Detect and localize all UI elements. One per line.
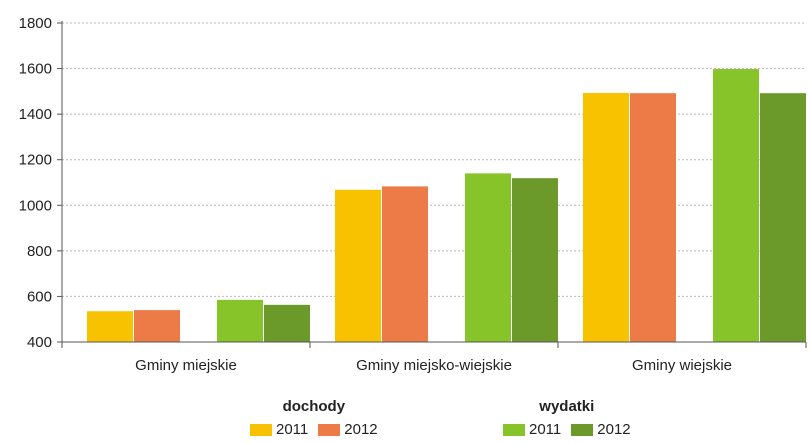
bar-dochody-2011-1 <box>335 189 381 342</box>
bar-wydatki-2011-1 <box>465 173 511 342</box>
legend-swatch-dochody-2011 <box>250 423 272 436</box>
y-tick-label: 1600 <box>19 61 52 78</box>
bar-dochody-2011-2 <box>583 92 629 342</box>
bars <box>87 69 806 343</box>
legend-item-dochody-2011: 2011 <box>250 421 308 438</box>
bar-wydatki-2011-2 <box>713 69 759 342</box>
bar-wydatki-2012-2 <box>760 93 806 343</box>
bar-dochody-2012-1 <box>382 186 428 342</box>
legend-item-wydatki-2011: 2011 <box>503 421 561 438</box>
category-labels: Gminy miejskie Gminy miejsko-wiejskie Gmin… <box>135 357 732 374</box>
category-label: Gminy miejsko-wiejskie <box>356 357 512 374</box>
legend-label-wydatki-2011: 2011 <box>529 421 562 438</box>
legend-swatch-dochody-2012 <box>318 423 341 436</box>
legend-wydatki: wydatki 2011 2012 <box>503 398 631 438</box>
category-label: Gminy wiejskie <box>632 357 732 374</box>
category-label: Gminy miejskie <box>135 357 237 374</box>
bar-dochody-2011-0 <box>87 311 133 342</box>
bar-wydatki-2012-0 <box>264 304 310 342</box>
y-tick-label: 600 <box>27 288 52 305</box>
y-tick-label: 1200 <box>19 152 52 169</box>
bar-wydatki-2012-1 <box>512 178 558 342</box>
bar-dochody-2012-2 <box>630 93 676 343</box>
legend-item-wydatki-2012: 2012 <box>571 421 631 438</box>
axes <box>57 21 807 348</box>
legend-item-dochody-2012: 2012 <box>318 421 378 438</box>
legend-dochody-title: dochody <box>282 398 346 415</box>
legend-dochody: dochody 2011 2012 <box>250 398 378 438</box>
y-tick-label: 1000 <box>19 197 52 214</box>
y-tick-label: 1800 <box>19 15 52 32</box>
y-axis-tick-labels: 400 600 800 1000 1200 1400 1600 1800 <box>19 15 52 351</box>
legend-label-dochody-2011: 2011 <box>276 421 309 438</box>
y-tick-label: 1400 <box>19 106 52 123</box>
gridlines <box>62 22 806 297</box>
y-tick-label: 400 <box>27 334 52 351</box>
y-tick-label: 800 <box>27 243 52 260</box>
bar-dochody-2012-0 <box>134 310 180 342</box>
legend-wydatki-title: wydatki <box>539 398 595 415</box>
legend-swatch-wydatki-2012 <box>571 423 594 436</box>
legend-swatch-wydatki-2011 <box>503 423 525 436</box>
bar-wydatki-2011-0 <box>217 299 263 342</box>
legend-label-dochody-2012: 2012 <box>344 421 378 438</box>
legend-label-wydatki-2012: 2012 <box>597 421 631 438</box>
